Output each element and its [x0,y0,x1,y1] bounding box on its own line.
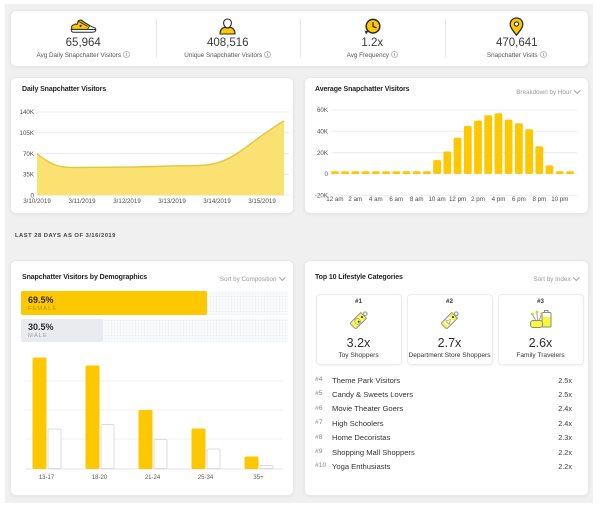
svg-text:60K: 60K [317,107,329,114]
svg-text:25-34: 25-34 [198,475,214,481]
svg-text:4 pm: 4 pm [492,196,506,203]
svg-text:8 pm: 8 pm [533,196,547,203]
svg-text:10 am: 10 am [428,196,445,203]
svg-text:6 am: 6 am [389,196,403,203]
svg-text:3/15/2019: 3/15/2019 [248,198,276,205]
svg-text:2 pm: 2 pm [471,196,485,203]
svg-text:12 pm: 12 pm [449,196,466,203]
svg-text:12 am: 12 am [326,196,343,203]
svg-text:3/10/2019: 3/10/2019 [23,198,51,205]
svg-text:35K: 35K [23,172,35,179]
svg-text:3/14/2019: 3/14/2019 [203,198,231,205]
svg-text:40K: 40K [317,129,329,136]
svg-text:8 am: 8 am [410,196,424,203]
svg-text:21-24: 21-24 [145,475,161,481]
svg-text:35+: 35+ [253,475,264,481]
svg-text:10 pm: 10 pm [551,196,568,203]
svg-text:-20K: -20K [315,192,329,199]
svg-text:3/13/2019: 3/13/2019 [158,198,186,205]
svg-text:20K: 20K [317,150,329,157]
svg-text:6 pm: 6 pm [512,196,526,203]
svg-text:4 am: 4 am [369,196,383,203]
svg-text:13-17: 13-17 [39,475,55,481]
svg-text:0: 0 [31,192,35,199]
svg-text:3/11/2019: 3/11/2019 [68,198,96,205]
svg-text:2 am: 2 am [348,196,362,203]
svg-text:70K: 70K [23,151,35,158]
svg-text:140K: 140K [20,109,35,116]
svg-text:3/12/2019: 3/12/2019 [113,198,141,205]
svg-text:0: 0 [325,171,329,178]
svg-text:18-20: 18-20 [92,475,108,481]
svg-text:105K: 105K [20,130,35,137]
